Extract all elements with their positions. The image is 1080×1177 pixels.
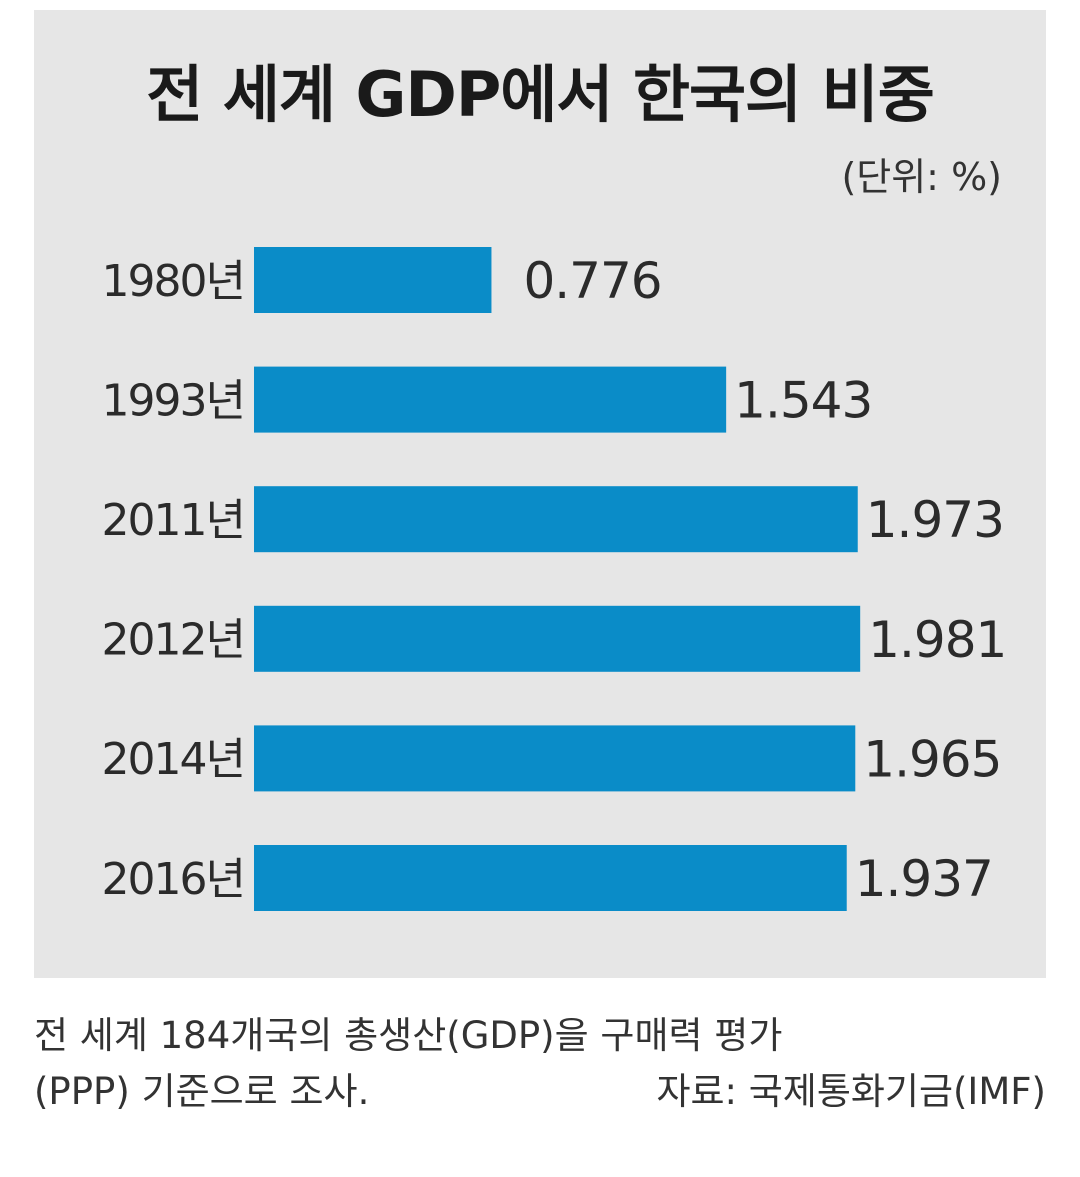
value-label: 1.937	[855, 850, 993, 908]
footnote-line-2: (PPP) 기준으로 조사.	[34, 1070, 370, 1113]
footnote: 전 세계 184개국의 총생산(GDP)을 구매력 평가 (PPP) 기준으로 …	[34, 1008, 1046, 1120]
category-label: 1980년	[102, 256, 244, 307]
category-label: 2012년	[102, 615, 244, 666]
value-label: 1.981	[868, 611, 1006, 669]
category-label: 2011년	[102, 495, 244, 546]
category-label: 2016년	[102, 854, 244, 905]
value-label: 1.965	[863, 730, 1001, 788]
category-label: 2014년	[102, 734, 244, 785]
footnote-line-2-row: (PPP) 기준으로 조사. 자료: 국제통화기금(IMF)	[34, 1064, 1046, 1120]
source-label: 자료: 국제통화기금(IMF)	[656, 1070, 1046, 1113]
bar	[254, 605, 861, 672]
bar	[254, 725, 856, 792]
value-label: 0.776	[523, 252, 661, 310]
bar	[254, 486, 858, 553]
category-label: 1993년	[102, 375, 244, 426]
bar	[254, 845, 847, 911]
unit-label: (단위: %)	[841, 155, 1002, 199]
bar	[254, 247, 492, 313]
footnote-line-1: 전 세계 184개국의 총생산(GDP)을 구매력 평가	[34, 1014, 783, 1057]
chart-title: 전 세계 GDP에서 한국의 비중	[146, 58, 935, 131]
value-label: 1.543	[734, 372, 872, 430]
value-label: 1.973	[866, 491, 1004, 549]
bar	[254, 366, 727, 433]
